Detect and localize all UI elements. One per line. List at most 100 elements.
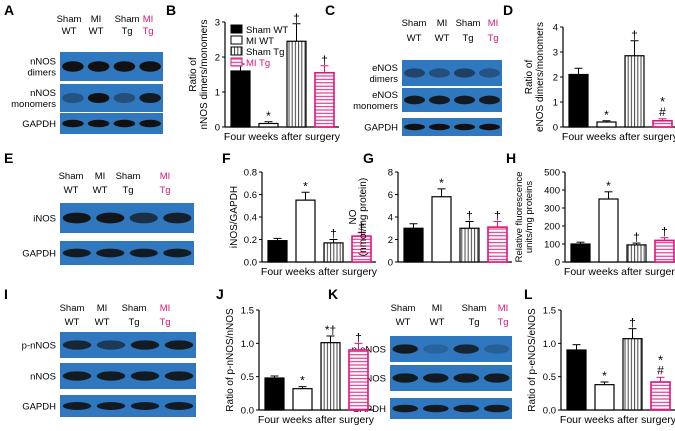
blot-K-group-sham-wt-line1: Sham [391, 303, 416, 314]
blot-C-band-enos-monomers-3 [454, 95, 475, 105]
panel-letter-G: G [363, 150, 374, 166]
blot-C-group-sham-wt-line2: WT [407, 33, 422, 44]
blot-C-label-enos-dimers-line1: eNOS [372, 63, 398, 74]
blot-I-group-sham-tg-line1: Sham [122, 303, 147, 314]
chart-D-annot-4-star: * [660, 94, 665, 109]
blot-I-group-mi-wt-line1: MI [97, 303, 108, 314]
chart-G-bar-4 [487, 226, 508, 263]
blot-K-group-mi-tg-line1: MI [498, 303, 509, 314]
chart-J-bar-4 [348, 349, 369, 411]
blot-K-band-enos-2 [422, 373, 449, 383]
blot-C-group-mi-wt-line1: MI [437, 18, 448, 29]
chart-L-ytick-label-3: 1.5 [543, 306, 556, 317]
blot-A-band-nnos-monomers-2 [87, 92, 110, 104]
blot-K-band-enos-3 [453, 373, 480, 383]
chart-J-ytick-label-1: 0.5 [241, 372, 254, 383]
blot-A-band-nnos-dimers-4 [139, 61, 161, 72]
blot-A-group-sham-tg-line2: Tg [121, 26, 132, 37]
chart-L-annot-3: † [629, 316, 636, 330]
blot-C-group-mi-wt-line2: WT [435, 33, 450, 44]
blot-K-band-p-enos-2 [422, 344, 449, 354]
chart-D-bar-4 [652, 119, 673, 128]
blot-K-group-sham-tg-line1: Sham [462, 303, 487, 314]
blot-C-group-sham-wt-line1: Sham [402, 18, 427, 29]
blot-A-band-nnos-dimers-3 [113, 61, 136, 72]
blot-I-band-gapdh-1 [62, 402, 92, 410]
blot-K-band-enos-4 [483, 373, 510, 383]
blot-C-band-gapdh-2 [429, 123, 450, 131]
chart-B-ylabel-line1: Ratio of [188, 57, 199, 92]
blot-I-label-p-nnos: p-nNOS [22, 341, 56, 352]
blot-K-group-mi-wt-line1: MI [432, 303, 443, 314]
chart-J-ytick-label-2: 1.0 [241, 339, 254, 350]
blot-E-band-gapdh-1 [62, 248, 91, 258]
blot-I-group-sham-tg-line2: Tg [128, 317, 139, 328]
blot-I-band-nnos-1 [62, 371, 92, 381]
chart-D-ytick-label-3: 3 [553, 48, 558, 59]
blot-K-band-p-enos-1 [392, 344, 419, 354]
blot-I-group-mi-tg-line1: MI [160, 303, 171, 314]
chart-D-annot-2: * [604, 108, 609, 122]
blot-A-group-sham-wt-line1: Sham [57, 14, 82, 25]
chart-L-xlabel: Four weeks after surgery [560, 414, 675, 426]
blot-C-band-enos-dimers-1 [404, 68, 425, 78]
blot-E-group-sham-wt-line1: Sham [59, 171, 84, 182]
blot-I-band-p-nnos-1 [62, 340, 92, 350]
blot-A-band-nnos-monomers-4 [139, 92, 161, 104]
blot-A-band-nnos-dimers-1 [62, 61, 84, 72]
chart-B-legend-swatch-4 [230, 57, 243, 67]
blot-C-label-enos-monomers-line1: eNOS [372, 90, 398, 101]
blot-K-band-gapdh-4 [483, 404, 510, 413]
blot-C-group-mi-tg-line1: MI [488, 18, 499, 29]
chart-H-ytick-label-0: 0 [555, 258, 560, 269]
blot-I-band-nnos-3 [130, 371, 160, 381]
chart-B-ytick-label-0: 0 [215, 123, 220, 134]
blot-A-band-nnos-monomers-3 [113, 92, 136, 104]
panel-letter-H: H [506, 150, 516, 166]
blot-A-group-sham-wt-line2: WT [62, 26, 77, 37]
blot-A-band-gapdh-1 [62, 119, 84, 128]
blot-C-band-enos-monomers-2 [429, 95, 450, 105]
chart-J-ytick-label-3: 1.5 [241, 306, 254, 317]
blot-I-group-mi-wt-line2: WT [95, 317, 110, 328]
chart-F-ytick-label-4: 0.8 [244, 168, 257, 179]
chart-F-bar-2 [295, 199, 316, 263]
chart-D-ylabel-line1: Ratio of [524, 60, 535, 95]
chart-L-ytick-label-2: 1.0 [543, 339, 556, 350]
chart-F-bar-1 [267, 240, 288, 263]
blot-E-band-inos-2 [96, 212, 125, 224]
chart-G-bar-1 [403, 227, 424, 263]
chart-G-annot-2: * [439, 176, 444, 190]
chart-L-bar-1 [566, 349, 587, 411]
chart-G-bar-2 [431, 196, 452, 263]
chart-B-annot-2: * [266, 109, 271, 123]
chart-J-annot-2: * [300, 374, 305, 388]
panel-letter-B: B [166, 2, 176, 18]
panel-letter-C: C [325, 2, 335, 18]
blot-C-band-enos-monomers-4 [479, 95, 500, 105]
panel-letter-K: K [328, 286, 338, 302]
chart-B-legend-label-3: Sham Tg [246, 47, 284, 58]
chart-H-annot-4: † [661, 225, 668, 239]
blot-E-band-inos-3 [129, 212, 158, 224]
blot-E-group-mi-tg-line1: MI [160, 171, 171, 182]
chart-F-ytick-label-0: 0.0 [244, 258, 257, 269]
panel-letter-I: I [4, 286, 8, 302]
chart-B-annot-3: † [293, 11, 300, 25]
chart-B-annot-4: † [321, 53, 328, 67]
blot-K-group-mi-wt-line2: WT [430, 317, 445, 328]
blot-E-group-mi-wt-line1: MI [95, 171, 106, 182]
panel-letter-L: L [524, 286, 533, 302]
blot-K-group-sham-tg-line2: Tg [468, 317, 479, 328]
blot-E-group-sham-tg-line2: Tg [122, 185, 133, 196]
blot-K-label-p-enos: p-eNOS [352, 345, 386, 356]
panel-letter-A: A [4, 2, 14, 18]
chart-B-xlabel: Four weeks after surgery [224, 131, 341, 143]
blot-E-band-gapdh-4 [163, 248, 192, 258]
blot-C-band-gapdh-4 [479, 123, 500, 131]
blot-C-group-mi-tg-line2: Tg [487, 33, 498, 44]
blot-A-strip-gapdh [60, 113, 163, 134]
blot-K-group-mi-tg-line2: Tg [497, 317, 508, 328]
panel-letter-D: D [503, 2, 513, 18]
chart-D-annot-3: † [631, 28, 638, 42]
